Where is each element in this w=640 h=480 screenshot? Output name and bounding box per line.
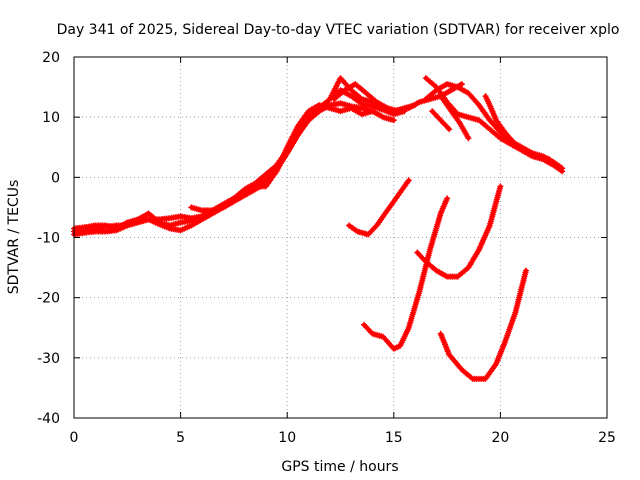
x-tick-label: 10 bbox=[278, 430, 296, 446]
x-axis-label: GPS time / hours bbox=[281, 459, 398, 475]
series-markers bbox=[439, 96, 472, 142]
chart-title: Day 341 of 2025, Sidereal Day-to-day VTE… bbox=[57, 22, 620, 38]
y-tick-label: 10 bbox=[42, 110, 60, 126]
y-tick-label: 20 bbox=[42, 50, 60, 66]
series-line bbox=[72, 101, 375, 234]
y-tick-label: 0 bbox=[51, 170, 60, 186]
x-tick-label: 25 bbox=[598, 430, 616, 446]
series-line bbox=[189, 103, 396, 213]
series-markers bbox=[331, 81, 465, 115]
x-tick-label: 20 bbox=[491, 430, 509, 446]
series-markers bbox=[188, 102, 397, 214]
y-tick-label: -30 bbox=[37, 351, 60, 367]
y-axis-label: SDTVAR / TECUs bbox=[6, 180, 22, 295]
series-arc-drop-3 bbox=[482, 93, 553, 163]
series-arc-drop-1 bbox=[429, 108, 453, 133]
series-markers bbox=[429, 108, 453, 133]
series-markers bbox=[414, 183, 504, 280]
series-layer bbox=[71, 75, 566, 382]
series-line bbox=[362, 196, 450, 351]
series-arc-d bbox=[437, 267, 529, 382]
series-markers bbox=[71, 100, 376, 235]
series-markers bbox=[482, 93, 553, 163]
series-markers bbox=[71, 75, 419, 234]
y-tick-label: -40 bbox=[37, 411, 60, 427]
y-tick-label: -10 bbox=[37, 231, 60, 247]
x-tick-label: 0 bbox=[70, 430, 79, 446]
series-arc-main-3 bbox=[71, 75, 419, 234]
ticks: 0 5 10 15 20 25 -40 -30 -20 -10 0 10 20 bbox=[37, 50, 616, 446]
series-line bbox=[347, 178, 411, 237]
series-arc-main-4 bbox=[188, 102, 397, 214]
series-markers bbox=[346, 177, 412, 238]
series-markers bbox=[437, 267, 529, 382]
series-arc-drop-2 bbox=[439, 96, 472, 142]
x-tick-label: 15 bbox=[385, 430, 403, 446]
series-arc-a bbox=[346, 177, 412, 238]
series-arc-c bbox=[414, 183, 504, 280]
y-tick-label: -20 bbox=[37, 291, 60, 307]
series-arc-main-1 bbox=[71, 100, 376, 235]
x-tick-label: 5 bbox=[176, 430, 185, 446]
